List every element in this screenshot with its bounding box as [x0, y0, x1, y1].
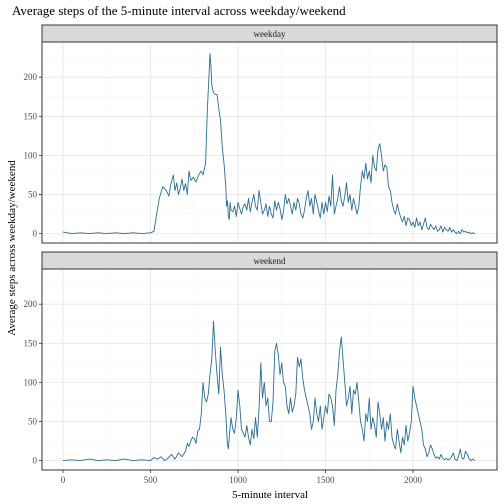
x-tick-label: 1000: [229, 475, 248, 485]
y-tick-label: 100: [24, 377, 38, 387]
panel-border: [41, 268, 498, 471]
y-tick-label: 50: [28, 417, 38, 427]
panel-background: [42, 42, 497, 243]
facet-panel-weekday: weekday 0 50 100 150 200: [24, 24, 498, 244]
facet-strip-label: weekday: [254, 29, 286, 39]
x-axis-title: 5-minute interval: [232, 489, 308, 501]
facet-panel-weekend: weekend 0 50 100 150 200: [24, 251, 498, 471]
y-tick-label: 200: [24, 299, 38, 309]
y-tick-label: 200: [24, 72, 38, 82]
facet-strip-label: weekend: [254, 256, 286, 266]
y-tick-label: 100: [24, 150, 38, 160]
x-tick-label: 0: [61, 475, 66, 485]
panel-border: [41, 41, 498, 244]
y-tick-label: 0: [33, 229, 38, 239]
y-tick-label: 150: [24, 338, 38, 348]
x-tick-label: 500: [144, 475, 158, 485]
x-axis-ticks: 0 500 1000 1500 2000: [61, 470, 423, 485]
y-tick-label: 150: [24, 111, 38, 121]
facet-panels: weekday 0 50 100 150 200 weekend 0 50 100 150 200: [24, 24, 498, 471]
y-axis-title: Average steps across weekday/weekend: [6, 160, 18, 336]
x-tick-label: 2000: [404, 475, 423, 485]
x-tick-label: 1500: [317, 475, 336, 485]
series-line-weekday: [62, 53, 476, 235]
y-tick-label: 0: [33, 456, 38, 466]
chart-title: Average steps of the 5-minute interval a…: [12, 3, 346, 18]
series-line-weekend: [62, 320, 476, 462]
panel-background: [42, 269, 497, 470]
y-tick-label: 50: [28, 190, 38, 200]
